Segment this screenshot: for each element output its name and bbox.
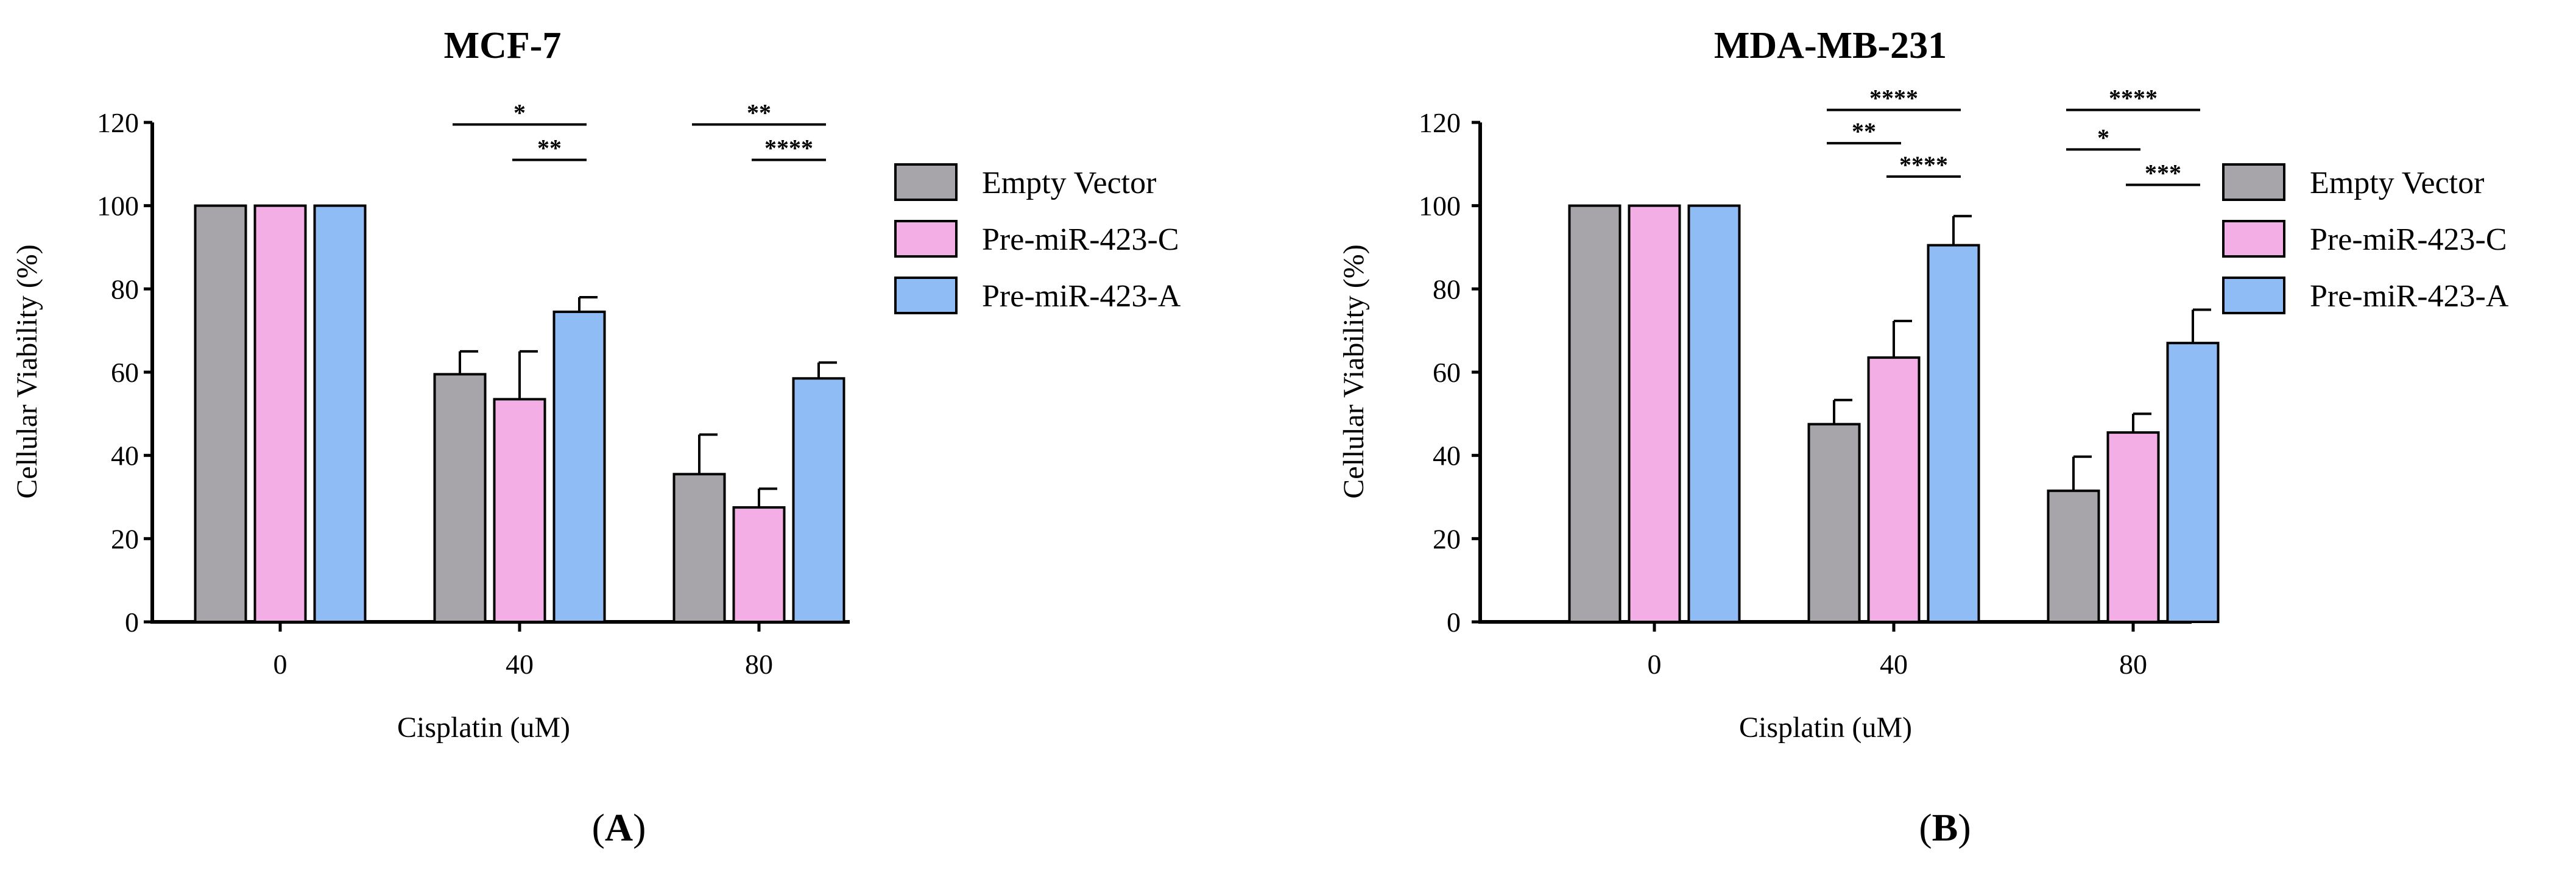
y-tick-label: 60 — [1433, 357, 1461, 388]
panel-label-a-open: ( — [592, 806, 605, 849]
x-axis-label: Cisplatin (uM) — [1739, 711, 1912, 744]
bar — [792, 377, 845, 623]
y-tick-label: 60 — [111, 357, 139, 388]
y-axis-label: Cellular Viability (%) — [11, 244, 43, 498]
bar — [1927, 244, 1980, 624]
y-tick-label: 40 — [111, 440, 139, 471]
legend-label: Pre-miR-423-A — [2310, 279, 2509, 314]
y-tick-label: 20 — [1433, 523, 1461, 554]
legend-label: Empty Vector — [2310, 166, 2484, 200]
legend-swatch — [894, 220, 958, 258]
y-tick-label: 100 — [1419, 191, 1461, 222]
x-tick-label: 80 — [2119, 649, 2147, 680]
legend-label: Pre-miR-423-C — [2310, 222, 2507, 257]
bar — [732, 506, 786, 623]
bar — [433, 373, 487, 624]
panel-label-a: (A) — [592, 806, 646, 849]
panel-label-b-letter: B — [1932, 806, 1958, 849]
significance-label: * — [2097, 124, 2109, 151]
legend-label: Pre-miR-423-C — [982, 222, 1179, 257]
bar — [1687, 204, 1741, 623]
y-tick-label: 120 — [97, 107, 139, 138]
significance-label: ** — [747, 99, 771, 126]
legend-label: Empty Vector — [982, 166, 1156, 200]
y-tick-label: 20 — [111, 523, 139, 554]
significance-label: **** — [2109, 85, 2158, 112]
chart-panel-b: MDA-MB-231 0 20 40 60 80 100 120 0 40 80 Cisplatin … — [1338, 25, 2509, 744]
legend-swatch — [894, 163, 958, 201]
bar — [313, 204, 367, 623]
panel-label-b-close: ) — [1958, 806, 1971, 849]
legend-swatch — [2222, 163, 2285, 201]
panel-label-b-open: ( — [1919, 806, 1932, 849]
significance-label: *** — [2145, 160, 2181, 187]
significance-label: **** — [764, 135, 813, 162]
chart-panel-a: MCF-7 0 20 40 60 80 100 120 0 40 80 Cisplatin (uM) C… — [11, 25, 1181, 744]
bar — [2166, 342, 2220, 624]
bar — [1867, 356, 1921, 623]
panel-label-a-close: ) — [633, 806, 646, 849]
y-tick-label: 40 — [1433, 440, 1461, 471]
y-tick-label: 120 — [1419, 107, 1461, 138]
significance-label: **** — [1869, 85, 1918, 112]
bar — [2047, 489, 2100, 623]
chart-title: MCF-7 — [444, 25, 562, 66]
x-tick-label: 80 — [745, 649, 773, 680]
significance-label: ** — [1852, 118, 1876, 145]
y-tick-label: 80 — [1433, 273, 1461, 305]
y-tick-label: 80 — [111, 273, 139, 305]
bar — [552, 310, 606, 623]
y-axis-label: Cellular Viability (%) — [1338, 244, 1370, 498]
significance-label: ** — [537, 135, 562, 162]
bar — [1628, 204, 1681, 623]
panel-label-a-letter: A — [605, 806, 633, 849]
legend-label: Pre-miR-423-A — [982, 279, 1181, 314]
significance-label: * — [513, 99, 526, 126]
legend-swatch — [894, 277, 958, 314]
bar — [2106, 431, 2160, 623]
y-tick-label: 100 — [97, 191, 139, 222]
x-tick-label: 0 — [273, 649, 288, 680]
legend-swatch — [2222, 277, 2285, 314]
bar — [493, 398, 546, 624]
y-tick-label: 0 — [125, 607, 139, 638]
chart-title: MDA-MB-231 — [1714, 25, 1947, 66]
bar — [1807, 423, 1861, 624]
x-tick-label: 0 — [1648, 649, 1662, 680]
significance-label: **** — [1899, 151, 1948, 178]
x-tick-label: 40 — [506, 649, 534, 680]
x-tick-label: 40 — [1880, 649, 1908, 680]
bar — [1568, 204, 1621, 623]
bar — [672, 473, 726, 624]
panel-label-b: (B) — [1919, 806, 1971, 849]
legend-swatch — [2222, 220, 2285, 258]
x-axis-label: Cisplatin (uM) — [397, 711, 570, 744]
bar — [253, 204, 307, 623]
bar — [194, 204, 247, 623]
y-tick-label: 0 — [1447, 607, 1461, 638]
